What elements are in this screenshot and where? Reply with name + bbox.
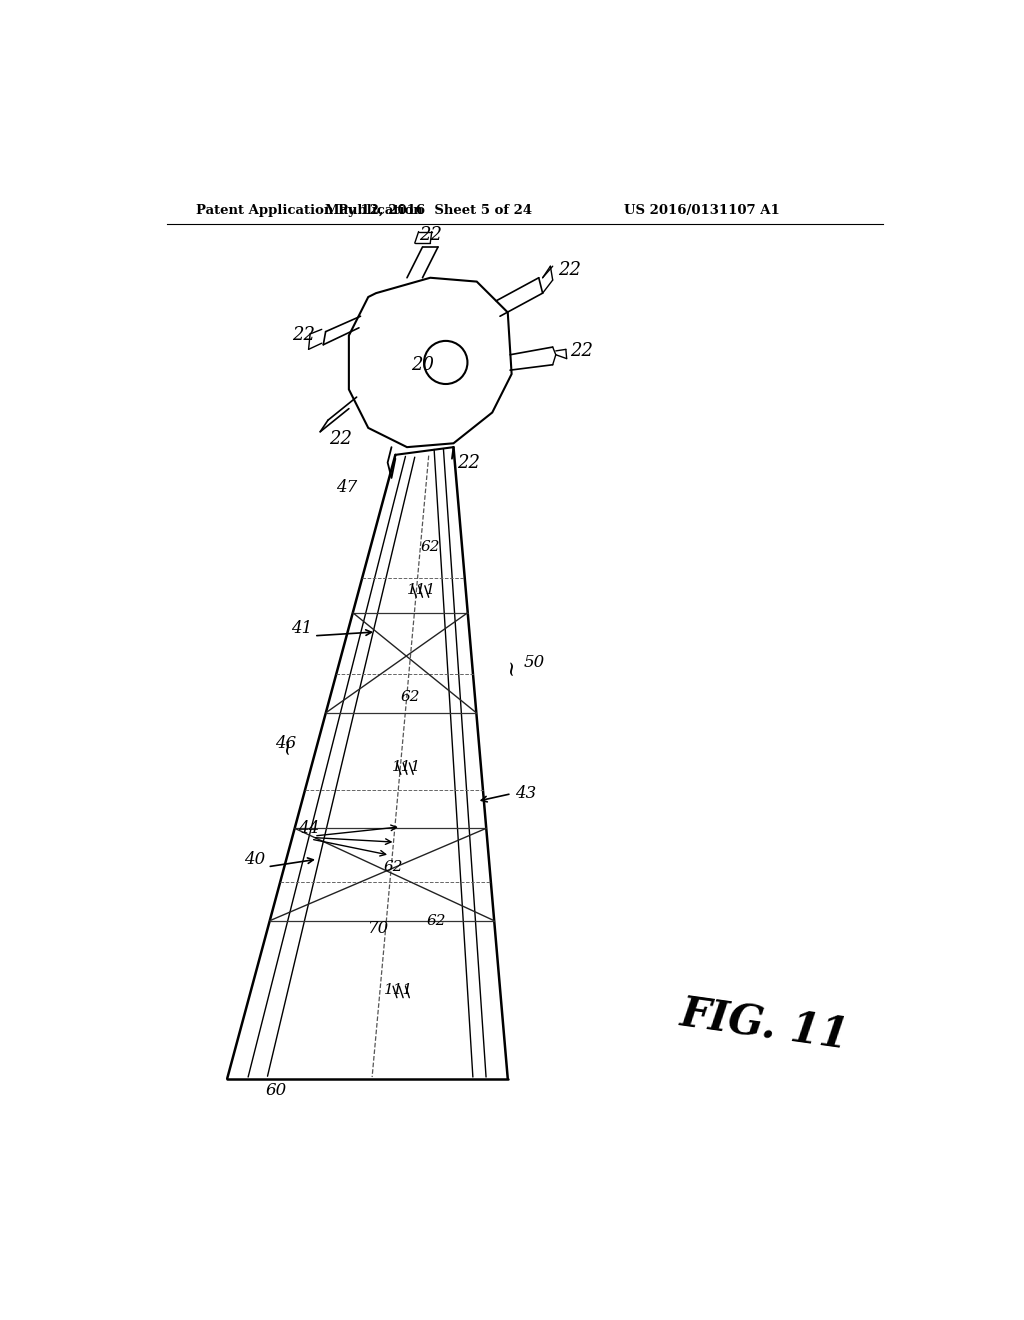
Text: 46: 46 — [275, 735, 297, 752]
Text: 22: 22 — [458, 454, 480, 471]
Text: ~: ~ — [502, 657, 521, 676]
Text: 22: 22 — [330, 430, 352, 449]
Text: 62: 62 — [421, 540, 440, 554]
Text: 62: 62 — [384, 859, 403, 874]
Text: ~: ~ — [278, 737, 296, 754]
Text: 22: 22 — [569, 342, 593, 360]
Text: 111: 111 — [407, 582, 436, 597]
Text: 60: 60 — [266, 1081, 287, 1098]
Text: 47: 47 — [336, 479, 357, 496]
Text: 40: 40 — [245, 850, 265, 867]
Text: 44: 44 — [299, 820, 319, 837]
Text: 70: 70 — [369, 920, 389, 937]
Text: 111: 111 — [384, 983, 413, 997]
Text: 22: 22 — [292, 326, 315, 345]
Text: 62: 62 — [426, 913, 445, 928]
Text: 50: 50 — [523, 655, 545, 672]
Text: Patent Application Publication: Patent Application Publication — [197, 205, 423, 218]
Text: 20: 20 — [411, 356, 434, 374]
Text: May 12, 2016  Sheet 5 of 24: May 12, 2016 Sheet 5 of 24 — [326, 205, 532, 218]
Text: US 2016/0131107 A1: US 2016/0131107 A1 — [624, 205, 779, 218]
Text: 22: 22 — [558, 261, 582, 279]
Text: 41: 41 — [291, 619, 312, 636]
Text: 22: 22 — [419, 227, 441, 244]
Text: 111: 111 — [391, 760, 421, 774]
Text: 62: 62 — [400, 690, 420, 705]
Text: 43: 43 — [515, 785, 537, 803]
Text: FIG. 11: FIG. 11 — [678, 993, 852, 1057]
